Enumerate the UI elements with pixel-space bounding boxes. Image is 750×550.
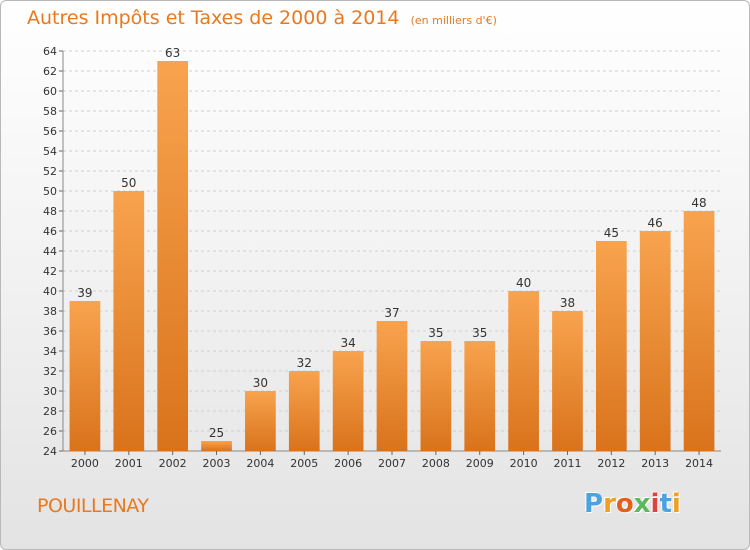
bar-2008 — [420, 341, 452, 451]
y-tick-label: 28 — [43, 405, 57, 418]
data-label-2013: 46 — [648, 216, 663, 230]
logo-letter: t — [659, 489, 672, 519]
y-tick-label: 48 — [43, 205, 57, 218]
chart-title: Autres Impôts et Taxes de 2000 à 2014 — [27, 7, 400, 29]
commune-name: POUILLENAY — [37, 495, 149, 517]
data-label-2003: 25 — [209, 426, 224, 440]
x-tick-label-2001: 2001 — [115, 457, 143, 470]
bar-2003 — [201, 441, 232, 451]
x-tick-label-2013: 2013 — [641, 457, 669, 470]
y-tick-label: 32 — [43, 365, 57, 378]
y-tick-label: 26 — [43, 425, 57, 438]
x-tick-label-2008: 2008 — [422, 457, 450, 470]
y-tick-label: 52 — [43, 165, 57, 178]
x-tick-label-2004: 2004 — [246, 457, 274, 470]
logo-letter: P — [584, 489, 604, 519]
bar-2010 — [508, 291, 539, 451]
logo-letter: o — [615, 489, 634, 519]
data-label-2010: 40 — [516, 276, 531, 290]
y-tick-label: 44 — [43, 245, 57, 258]
bar-2013 — [639, 231, 671, 451]
bar-2011 — [552, 311, 583, 451]
logo-letter: i — [650, 489, 660, 519]
data-label-2008: 35 — [428, 326, 443, 340]
bar-2009 — [464, 341, 496, 451]
bar-2005 — [288, 371, 320, 451]
y-tick-label: 30 — [43, 385, 57, 398]
x-tick-label-2006: 2006 — [334, 457, 362, 470]
title-row: Autres Impôts et Taxes de 2000 à 2014 (e… — [27, 7, 497, 29]
x-tick-label-2007: 2007 — [378, 457, 406, 470]
x-tick-label-2000: 2000 — [71, 457, 99, 470]
x-tick-label-2010: 2010 — [510, 457, 538, 470]
proxiti-logo[interactable]: Proxiti — [584, 489, 681, 519]
data-label-2007: 37 — [384, 306, 399, 320]
y-tick-label: 46 — [43, 225, 57, 238]
bar-layer — [69, 61, 715, 451]
logo-letter: i — [671, 489, 681, 519]
bar-2014 — [683, 211, 715, 451]
bar-2007 — [376, 321, 408, 451]
data-label-2004: 30 — [253, 376, 268, 390]
logo-letter: r — [603, 489, 616, 519]
data-label-2000: 39 — [77, 286, 92, 300]
x-tick-label-2003: 2003 — [203, 457, 231, 470]
bar-2000 — [69, 301, 101, 451]
data-label-2011: 38 — [560, 296, 575, 310]
x-tick-label-2002: 2002 — [159, 457, 187, 470]
data-label-2009: 35 — [472, 326, 487, 340]
data-label-2002: 63 — [165, 46, 180, 60]
y-tick-label: 58 — [43, 105, 57, 118]
y-tick-label: 24 — [43, 445, 57, 458]
x-tick-label-2009: 2009 — [466, 457, 494, 470]
x-tick-label-2011: 2011 — [553, 457, 581, 470]
bar-2006 — [332, 351, 364, 451]
y-tick-label: 62 — [43, 65, 57, 78]
chart-subtitle: (en milliers d'€) — [410, 14, 497, 27]
y-tick-label: 42 — [43, 265, 57, 278]
data-label-2005: 32 — [297, 356, 312, 370]
bar-2012 — [595, 241, 627, 451]
y-tick-label: 38 — [43, 305, 57, 318]
x-tick-label-2014: 2014 — [685, 457, 713, 470]
x-tick-label-2012: 2012 — [597, 457, 625, 470]
y-tick-label: 60 — [43, 85, 57, 98]
y-tick-label: 64 — [43, 45, 57, 58]
logo-letter: x — [633, 489, 651, 519]
data-label-2001: 50 — [121, 176, 136, 190]
bar-2001 — [113, 191, 145, 451]
y-tick-label: 34 — [43, 345, 57, 358]
y-tick-label: 50 — [43, 185, 57, 198]
y-tick-label: 56 — [43, 125, 57, 138]
bar-2002 — [157, 61, 189, 451]
y-tick-label: 40 — [43, 285, 57, 298]
bar-2004 — [245, 391, 276, 451]
y-tick-label: 36 — [43, 325, 57, 338]
data-label-2006: 34 — [340, 336, 355, 350]
data-label-2012: 45 — [604, 226, 619, 240]
label-layer: 39 50 63 25 30 32 34 37 35 35 40 38 45 46 48 — [77, 46, 706, 440]
y-tick-label: 54 — [43, 145, 57, 158]
x-tick-label-2005: 2005 — [290, 457, 318, 470]
data-label-2014: 48 — [691, 196, 706, 210]
